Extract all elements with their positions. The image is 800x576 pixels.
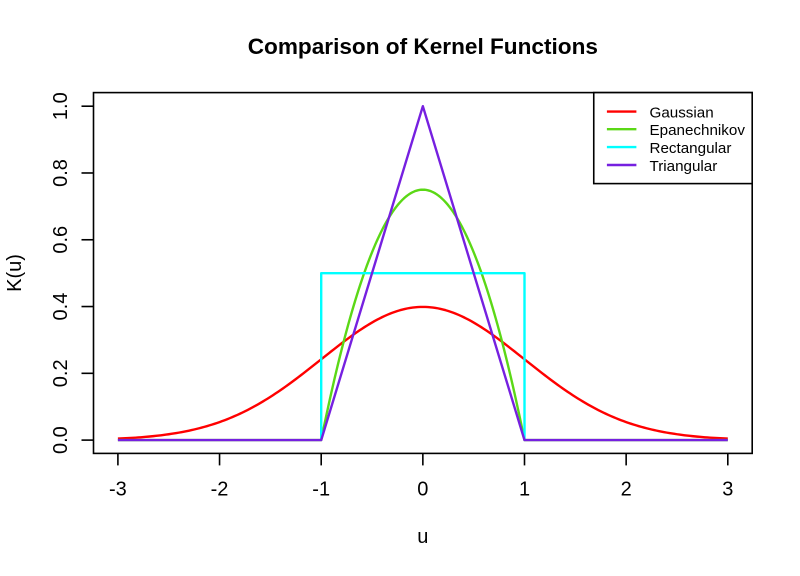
svg-text:Triangular: Triangular (650, 158, 718, 175)
svg-text:Comparison of Kernel Functions: Comparison of Kernel Functions (248, 34, 598, 59)
svg-text:0.0: 0.0 (50, 426, 72, 454)
svg-text:Rectangular: Rectangular (650, 140, 732, 157)
svg-text:Gaussian: Gaussian (650, 104, 714, 121)
svg-text:0.2: 0.2 (50, 359, 72, 387)
svg-text:-1: -1 (312, 479, 330, 501)
svg-text:1: 1 (519, 479, 530, 501)
svg-text:Epanechnikov: Epanechnikov (650, 122, 746, 139)
svg-text:1.0: 1.0 (50, 92, 72, 120)
svg-text:2: 2 (621, 479, 632, 501)
svg-text:0.6: 0.6 (50, 226, 72, 254)
svg-text:0: 0 (417, 479, 428, 501)
svg-text:-2: -2 (211, 479, 229, 501)
svg-text:0.8: 0.8 (50, 159, 72, 187)
svg-text:0.4: 0.4 (50, 293, 72, 321)
svg-text:3: 3 (722, 479, 733, 501)
svg-text:-3: -3 (109, 479, 127, 501)
svg-text:u: u (417, 526, 428, 548)
svg-text:K(u): K(u) (4, 254, 26, 292)
